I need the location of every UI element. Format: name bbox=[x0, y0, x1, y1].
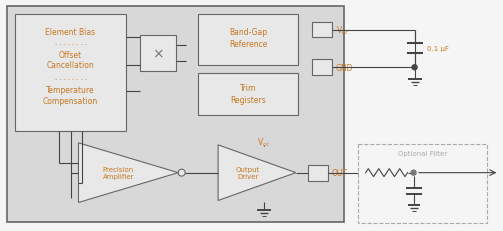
Text: V$_{cc}$: V$_{cc}$ bbox=[336, 24, 349, 36]
Text: - - - - - - - -: - - - - - - - - bbox=[54, 42, 87, 47]
Bar bbox=[15, 15, 126, 131]
Text: OUT: OUT bbox=[332, 168, 348, 177]
Text: Output
Driver: Output Driver bbox=[236, 166, 260, 179]
Text: Offset
Cancellation: Offset Cancellation bbox=[47, 50, 95, 70]
Text: Reference: Reference bbox=[229, 40, 267, 49]
Text: GND: GND bbox=[336, 64, 353, 73]
Bar bbox=[312, 60, 332, 76]
Circle shape bbox=[412, 66, 417, 70]
Text: Optional Filter: Optional Filter bbox=[398, 150, 447, 156]
Text: 0.1 μF: 0.1 μF bbox=[427, 46, 449, 52]
Polygon shape bbox=[78, 143, 178, 203]
Circle shape bbox=[411, 170, 416, 175]
Text: Trim: Trim bbox=[240, 83, 256, 92]
Text: V$_{cc}$: V$_{cc}$ bbox=[258, 136, 271, 149]
Text: Band-Gap: Band-Gap bbox=[229, 28, 267, 37]
Bar bbox=[140, 36, 176, 72]
Bar bbox=[358, 144, 487, 223]
Bar bbox=[7, 7, 344, 222]
Text: Temperature
Compensation: Temperature Compensation bbox=[43, 86, 98, 105]
Bar bbox=[312, 22, 332, 38]
Text: - - - - - - - -: - - - - - - - - bbox=[54, 76, 87, 81]
Bar bbox=[198, 74, 298, 116]
Polygon shape bbox=[218, 145, 296, 201]
Text: Element Bias: Element Bias bbox=[45, 28, 96, 37]
Circle shape bbox=[178, 170, 185, 176]
Bar bbox=[308, 165, 328, 181]
Text: Precision
Amplifier: Precision Amplifier bbox=[103, 166, 134, 179]
Bar bbox=[198, 15, 298, 66]
Text: Registers: Registers bbox=[230, 95, 266, 104]
Text: ×: × bbox=[152, 47, 164, 61]
